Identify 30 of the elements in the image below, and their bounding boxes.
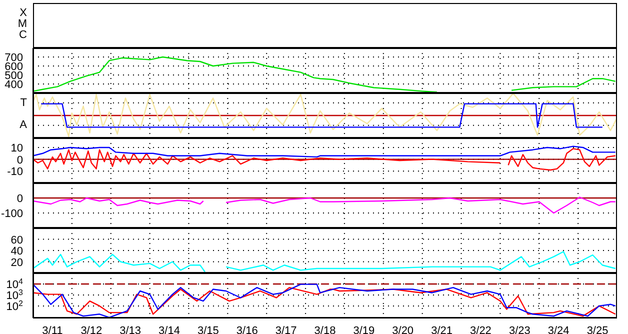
x-tick-label: 3/14 [158, 324, 180, 334]
x-tick-label: 3/23 [508, 324, 530, 334]
x-tick-label: 3/18 [314, 324, 336, 334]
y-tick-label: 10 [10, 142, 23, 154]
x-tick-label: 3/16 [236, 324, 258, 334]
y-tick-label: 20 [10, 256, 23, 269]
x-tick-label: 3/24 [548, 324, 570, 334]
x-tick-label: 3/20 [392, 324, 414, 334]
text: X [18, 6, 27, 19]
x-tick-label: 3/15 [197, 324, 219, 334]
text: T [19, 96, 27, 110]
y-tick-label: 40 [10, 246, 23, 258]
x-tick-label: 3/13 [120, 324, 142, 334]
x-tick-label: 3/25 [586, 324, 608, 334]
text: M [16, 17, 27, 30]
y-tick-label: 60 [10, 234, 23, 246]
x-tick-label: 3/11 [42, 324, 63, 334]
y-tick-label: 400 [4, 79, 23, 91]
x-tick-label: 3/17 [275, 324, 297, 334]
x-tick-label: 3/12 [80, 324, 102, 334]
y-tick-label: 10$^{2}$ [6, 298, 24, 313]
x-tick-label: 3/19 [353, 324, 375, 334]
y-tick-label: -10 [7, 166, 23, 178]
text: A [18, 118, 27, 132]
text: C [18, 28, 27, 42]
y-tick-label: 0 [16, 154, 23, 166]
x-tick-label: 3/22 [470, 324, 492, 334]
x-tick-label: 3/21 [431, 324, 453, 334]
y-tick-label: -100 [0, 208, 23, 220]
y-tick-label: 0 [16, 193, 23, 205]
